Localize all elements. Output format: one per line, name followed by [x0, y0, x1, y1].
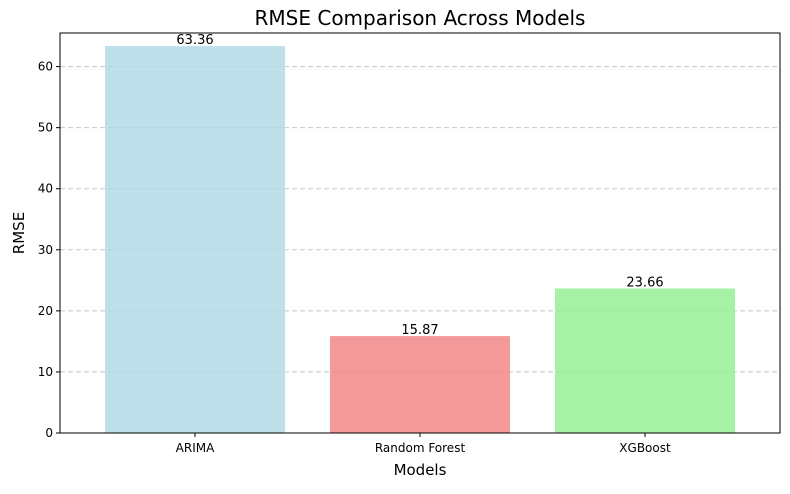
bar-xgboost [555, 288, 735, 433]
y-tick-label: 60 [38, 60, 53, 74]
bar-arima [105, 46, 285, 434]
x-axis-label: Models [394, 461, 447, 479]
y-tick-label: 40 [38, 182, 53, 196]
bar-value-label: 23.66 [626, 276, 663, 291]
bars [105, 46, 735, 434]
x-tick-label: Random Forest [375, 441, 466, 455]
bar-value-label: 63.36 [176, 33, 213, 48]
y-axis-label: RMSE [10, 212, 28, 254]
bar-value-label: 15.87 [401, 323, 438, 338]
y-axis-ticks: 0 10 20 30 40 50 60 [38, 60, 60, 440]
bar-value-labels: 63.36 15.87 23.66 [176, 33, 663, 338]
x-axis-ticks: ARIMA Random Forest XGBoost [176, 433, 671, 455]
y-tick-label: 50 [38, 121, 53, 135]
x-tick-label: ARIMA [176, 441, 215, 455]
y-tick-label: 10 [38, 365, 53, 379]
y-tick-label: 30 [38, 243, 53, 257]
y-tick-label: 0 [45, 426, 53, 440]
bar-random-forest [330, 336, 510, 433]
y-tick-label: 20 [38, 304, 53, 318]
chart-title: RMSE Comparison Across Models [255, 6, 586, 30]
x-tick-label: XGBoost [619, 441, 671, 455]
